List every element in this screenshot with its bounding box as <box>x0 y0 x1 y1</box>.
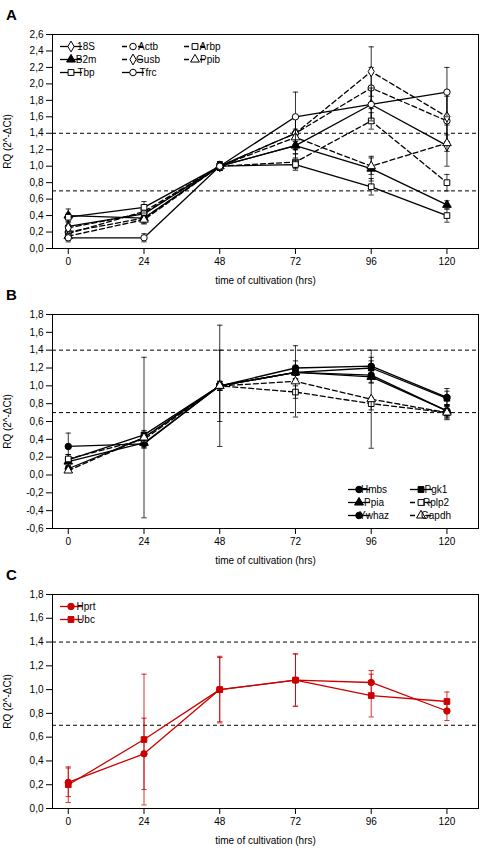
svg-text:1,8: 1,8 <box>30 95 44 106</box>
svg-text:1,6: 1,6 <box>30 327 44 338</box>
svg-text:0,6: 0,6 <box>30 731 44 742</box>
svg-text:Tbp: Tbp <box>77 67 95 78</box>
svg-text:-0,6: -0,6 <box>26 523 44 534</box>
svg-text:Arbp: Arbp <box>199 41 221 52</box>
svg-text:B2m: B2m <box>76 54 97 65</box>
svg-text:Gapdh: Gapdh <box>421 510 451 521</box>
svg-text:24: 24 <box>138 816 150 827</box>
svg-text:Hmbs: Hmbs <box>361 484 387 495</box>
svg-text:1,6: 1,6 <box>30 612 44 623</box>
svg-text:2,6: 2,6 <box>30 29 44 40</box>
svg-text:48: 48 <box>214 816 226 827</box>
svg-text:1,4: 1,4 <box>30 636 44 647</box>
svg-text:48: 48 <box>214 256 226 267</box>
svg-text:1,8: 1,8 <box>30 589 44 600</box>
svg-text:Rplp2: Rplp2 <box>423 497 450 508</box>
svg-text:0,0: 0,0 <box>30 469 44 480</box>
svg-text:-0,2: -0,2 <box>26 487 44 498</box>
svg-text:120: 120 <box>439 816 456 827</box>
html-text:B: B <box>6 286 17 303</box>
svg-text:24: 24 <box>138 536 150 547</box>
svg-text:2,4: 2,4 <box>30 45 44 56</box>
svg-text:2,2: 2,2 <box>30 62 44 73</box>
svg-text:Pgk1: Pgk1 <box>425 484 448 495</box>
svg-text:0,0: 0,0 <box>30 243 44 254</box>
svg-text:Tfrc: Tfrc <box>139 67 156 78</box>
svg-text:0,8: 0,8 <box>30 398 44 409</box>
svg-text:2,0: 2,0 <box>30 78 44 89</box>
svg-text:72: 72 <box>290 816 302 827</box>
svg-text:0,4: 0,4 <box>30 755 44 766</box>
svg-text:0,2: 0,2 <box>30 779 44 790</box>
svg-text:0,4: 0,4 <box>30 210 44 221</box>
svg-text:1,0: 1,0 <box>30 684 44 695</box>
html-text:C: C <box>6 566 17 583</box>
svg-text:0,6: 0,6 <box>30 193 44 204</box>
svg-text:48: 48 <box>214 536 226 547</box>
svg-text:Ppia: Ppia <box>364 497 384 508</box>
svg-text:1,4: 1,4 <box>30 344 44 355</box>
svg-text:18S: 18S <box>77 41 95 52</box>
svg-text:1,2: 1,2 <box>30 362 44 373</box>
svg-text:RQ (2^-ΔCt): RQ (2^-ΔCt) <box>2 114 13 169</box>
svg-text:1,6: 1,6 <box>30 111 44 122</box>
html-text:A: A <box>6 6 17 23</box>
svg-text:96: 96 <box>366 536 378 547</box>
svg-text:Ywhaz: Ywhaz <box>359 510 389 521</box>
svg-text:24: 24 <box>138 256 150 267</box>
svg-text:72: 72 <box>290 256 302 267</box>
svg-text:120: 120 <box>439 256 456 267</box>
svg-text:time of cultivation (hrs): time of cultivation (hrs) <box>215 275 316 286</box>
svg-text:96: 96 <box>366 256 378 267</box>
svg-text:Actb: Actb <box>138 41 158 52</box>
svg-text:0,8: 0,8 <box>30 708 44 719</box>
svg-text:RQ (2^-ΔCt): RQ (2^-ΔCt) <box>2 674 13 729</box>
svg-text:0,8: 0,8 <box>30 177 44 188</box>
svg-text:0: 0 <box>65 536 71 547</box>
svg-text:72: 72 <box>290 536 302 547</box>
svg-text:-0,4: -0,4 <box>26 505 44 516</box>
svg-text:0,2: 0,2 <box>30 226 44 237</box>
svg-text:96: 96 <box>366 816 378 827</box>
svg-text:1,8: 1,8 <box>30 309 44 320</box>
svg-text:0,4: 0,4 <box>30 434 44 445</box>
svg-text:RQ (2^-ΔCt): RQ (2^-ΔCt) <box>2 394 13 449</box>
svg-text:Ppib: Ppib <box>200 54 220 65</box>
svg-text:Gusb: Gusb <box>136 54 160 65</box>
svg-text:0: 0 <box>65 816 71 827</box>
svg-text:0,6: 0,6 <box>30 416 44 427</box>
svg-text:1,4: 1,4 <box>30 127 44 138</box>
svg-text:1,2: 1,2 <box>30 144 44 155</box>
svg-text:0: 0 <box>65 256 71 267</box>
svg-text:time of cultivation (hrs): time of cultivation (hrs) <box>215 555 316 566</box>
svg-text:1,0: 1,0 <box>30 380 44 391</box>
svg-text:Ubc: Ubc <box>77 614 95 625</box>
svg-text:1,0: 1,0 <box>30 160 44 171</box>
svg-text:time of cultivation (hrs): time of cultivation (hrs) <box>215 835 316 846</box>
svg-text:0,2: 0,2 <box>30 451 44 462</box>
svg-text:1,2: 1,2 <box>30 660 44 671</box>
svg-text:0,0: 0,0 <box>30 803 44 814</box>
svg-text:Hprt: Hprt <box>77 601 96 612</box>
svg-text:120: 120 <box>439 536 456 547</box>
